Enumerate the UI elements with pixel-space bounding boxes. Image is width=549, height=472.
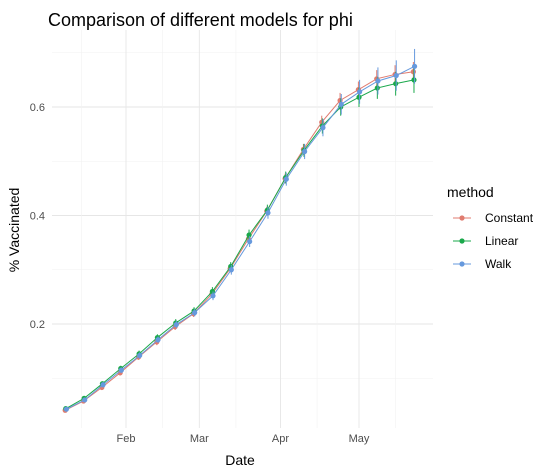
data-point [357, 89, 363, 95]
data-point [411, 77, 417, 83]
y-tick-label: 0.2 [30, 319, 45, 331]
y-axis-title: % Vaccinated [6, 188, 22, 273]
legend-item-linear: Linear [453, 234, 518, 248]
data-point [338, 101, 344, 107]
legend-item-constant: Constant [453, 211, 534, 225]
x-tick-label: Feb [117, 433, 136, 445]
legend-label: Constant [485, 211, 534, 225]
data-point [118, 367, 124, 373]
data-point [283, 176, 289, 182]
y-tick-label: 0.6 [30, 102, 45, 114]
data-point [375, 78, 381, 84]
series-line-constant [64, 71, 414, 411]
data-point [247, 238, 253, 245]
data-point [265, 210, 271, 216]
grid [52, 30, 433, 428]
y-axis-ticks: 0.2 0.4 0.6 [30, 102, 45, 331]
data-point [374, 85, 380, 91]
data-point [356, 94, 362, 100]
data-point [210, 293, 216, 299]
legend-key-point [459, 238, 465, 244]
data-point [411, 63, 418, 69]
data-point [63, 406, 69, 412]
legend-key-point [459, 215, 465, 221]
data-point [393, 72, 399, 79]
legend-item-walk: Walk [453, 257, 512, 271]
x-axis-title: Date [225, 452, 255, 468]
y-tick-label: 0.4 [30, 211, 45, 223]
series-walk [63, 48, 418, 412]
series-linear [63, 66, 417, 412]
series-constant [62, 61, 416, 413]
data-point [228, 267, 234, 273]
data-point [82, 397, 88, 403]
data-point [155, 337, 161, 343]
data-point [320, 125, 326, 131]
data-point [410, 69, 416, 75]
x-tick-label: May [349, 433, 370, 445]
data-point [246, 232, 252, 238]
data-point [192, 310, 198, 316]
series-line-walk [66, 65, 415, 410]
plot-panel [52, 30, 433, 428]
legend-label: Walk [485, 257, 512, 271]
data-point [100, 382, 106, 388]
series-layer [62, 48, 418, 413]
legend: method Constant Linear Walk [447, 184, 534, 271]
legend-label: Linear [485, 234, 518, 248]
data-point [302, 148, 308, 155]
x-tick-label: Mar [190, 433, 209, 445]
legend-title: method [447, 184, 494, 200]
chart-title: Comparison of different models for phi [48, 10, 353, 30]
legend-key-point [459, 261, 465, 267]
series-line-linear [65, 79, 415, 410]
x-axis-ticks: Feb Mar Apr May [117, 433, 370, 445]
x-tick-label: Apr [272, 433, 289, 445]
data-point [393, 81, 399, 87]
legend-items: Constant Linear Walk [453, 211, 534, 271]
data-point [137, 352, 143, 359]
data-point [209, 288, 215, 295]
data-point [173, 321, 179, 328]
